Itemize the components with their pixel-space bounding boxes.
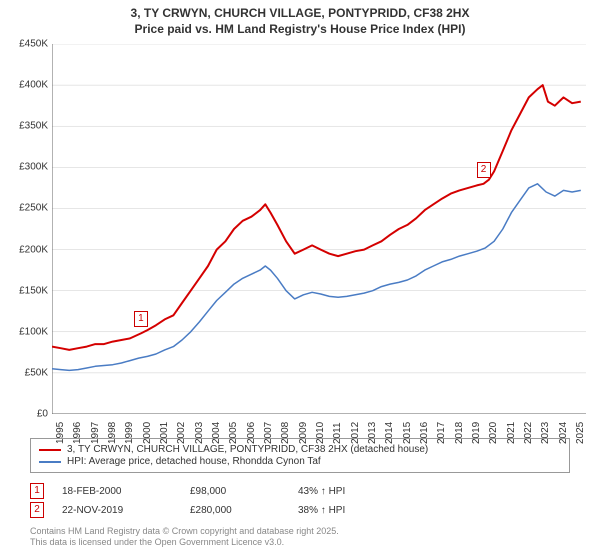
chart-svg (52, 44, 586, 414)
y-tick-label: £250K (4, 203, 48, 214)
chart-title: 3, TY CRWYN, CHURCH VILLAGE, PONTYPRIDD,… (0, 0, 600, 37)
y-tick-label: £400K (4, 80, 48, 91)
chart-marker: 2 (477, 162, 491, 178)
y-tick-label: £100K (4, 326, 48, 337)
y-tick-label: £300K (4, 162, 48, 173)
y-tick-label: £350K (4, 121, 48, 132)
y-tick-label: £450K (4, 39, 48, 50)
transaction-delta: 38% ↑ HPI (298, 505, 418, 516)
transaction-marker-1: 1 (30, 483, 44, 499)
transactions-table: 1 18-FEB-2000 £98,000 43% ↑ HPI 2 22-NOV… (30, 480, 418, 521)
transaction-row: 2 22-NOV-2019 £280,000 38% ↑ HPI (30, 502, 418, 518)
transaction-marker-2: 2 (30, 502, 44, 518)
transaction-row: 1 18-FEB-2000 £98,000 43% ↑ HPI (30, 483, 418, 499)
transaction-date: 18-FEB-2000 (62, 486, 172, 497)
legend-item-property: 3, TY CRWYN, CHURCH VILLAGE, PONTYPRIDD,… (39, 444, 561, 455)
footer-line-2: This data is licensed under the Open Gov… (30, 537, 339, 548)
transaction-delta: 43% ↑ HPI (298, 486, 418, 497)
transaction-price: £280,000 (190, 505, 280, 516)
y-tick-label: £150K (4, 285, 48, 296)
transaction-date: 22-NOV-2019 (62, 505, 172, 516)
chart-marker: 1 (134, 311, 148, 327)
footer-attribution: Contains HM Land Registry data © Crown c… (30, 526, 339, 548)
legend-swatch-property (39, 449, 61, 451)
legend: 3, TY CRWYN, CHURCH VILLAGE, PONTYPRIDD,… (30, 438, 570, 473)
y-tick-label: £50K (4, 367, 48, 378)
x-tick-label: 2025 (575, 422, 586, 444)
legend-label-hpi: HPI: Average price, detached house, Rhon… (67, 456, 321, 467)
y-tick-label: £0 (4, 409, 48, 420)
legend-label-property: 3, TY CRWYN, CHURCH VILLAGE, PONTYPRIDD,… (67, 444, 428, 455)
y-tick-label: £200K (4, 244, 48, 255)
footer-line-1: Contains HM Land Registry data © Crown c… (30, 526, 339, 537)
transaction-price: £98,000 (190, 486, 280, 497)
legend-item-hpi: HPI: Average price, detached house, Rhon… (39, 456, 561, 467)
chart-container: 3, TY CRWYN, CHURCH VILLAGE, PONTYPRIDD,… (0, 0, 600, 560)
title-line-1: 3, TY CRWYN, CHURCH VILLAGE, PONTYPRIDD,… (0, 6, 600, 22)
legend-swatch-hpi (39, 461, 61, 463)
plot-area: 12 (52, 44, 586, 414)
title-line-2: Price paid vs. HM Land Registry's House … (0, 22, 600, 38)
